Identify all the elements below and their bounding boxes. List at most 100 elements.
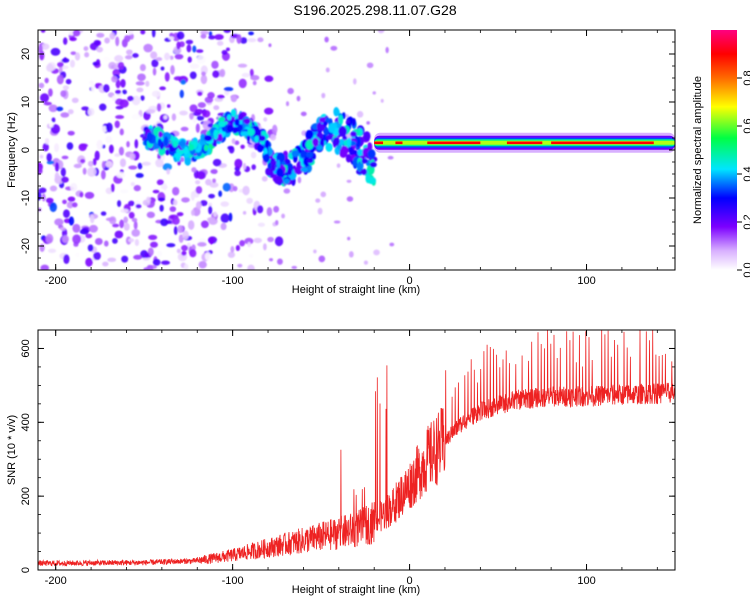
noise-blob [285, 101, 290, 107]
noise-blob [54, 162, 60, 172]
noise-blob [47, 248, 57, 254]
noise-blob [176, 31, 185, 40]
transition-blob [357, 161, 362, 172]
noise-blob [112, 223, 120, 228]
noise-blob [264, 107, 274, 115]
transition-blob [350, 131, 357, 137]
noise-blob [147, 247, 154, 257]
noise-blob [212, 158, 222, 167]
noise-blob [105, 217, 116, 222]
noise-blob [261, 176, 268, 182]
noise-blob [70, 51, 77, 56]
noise-blob [115, 79, 121, 89]
colorbar: 0.0 0.2 0.4 0.6 0.8 Normalized spectral ampl… [692, 30, 750, 278]
noise-blob [198, 260, 207, 269]
noise-blob [179, 110, 188, 116]
noise-blob [94, 150, 100, 161]
transition-blob [300, 167, 309, 173]
noise-blob [150, 51, 158, 59]
noise-blob [124, 35, 131, 43]
noise-blob [195, 186, 203, 194]
noise-blob [242, 211, 247, 215]
spectrogram-y-tick-label: -20 [20, 238, 32, 254]
noise-blob [269, 134, 277, 141]
noise-blob [82, 167, 87, 175]
noise-blob [144, 252, 150, 259]
transition-blob [283, 178, 290, 184]
noise-blob [186, 44, 192, 53]
noise-blob [220, 213, 230, 223]
noise-blob [155, 57, 163, 62]
noise-blob [230, 245, 235, 253]
transition-blob [217, 116, 226, 122]
spectrogram-x-tick-label: -200 [45, 275, 67, 287]
noise-blob [105, 135, 113, 144]
noise-blob [117, 200, 122, 208]
noise-blob [74, 52, 81, 61]
noise-blob [155, 158, 164, 168]
spectrogram-y-tick-label: 20 [20, 48, 32, 60]
transition-blob [268, 147, 273, 156]
spectrogram-y-tick-label: -10 [20, 190, 32, 206]
noise-blob [90, 214, 95, 224]
noise-blob [205, 178, 212, 186]
transition-blob [265, 169, 274, 176]
noise-blob [127, 30, 134, 35]
noise-blob [162, 163, 173, 171]
noise-blob [49, 202, 57, 213]
noise-blob [385, 46, 389, 54]
transition-blob [355, 136, 361, 148]
noise-blob [146, 211, 156, 219]
noise-blob [66, 142, 74, 150]
spectrogram-image [38, 30, 675, 270]
noise-blob [297, 176, 302, 184]
noise-blob [207, 92, 215, 99]
noise-blob [104, 37, 110, 44]
noise-blob [145, 109, 156, 114]
transition-blob [237, 113, 244, 121]
noise-blob [256, 205, 264, 214]
transition-blob [273, 175, 283, 185]
noise-blob [79, 191, 84, 198]
noise-blob [126, 49, 133, 55]
noise-blob [45, 197, 54, 204]
noise-blob [207, 217, 216, 222]
noise-blob [189, 63, 200, 69]
noise-blob [84, 52, 90, 58]
noise-blob [366, 62, 374, 69]
noise-blob [200, 33, 207, 39]
noise-blob [159, 204, 164, 212]
snr-x-tick-label: -100 [222, 575, 244, 587]
noise-blob [177, 225, 184, 234]
snr-y-tick-label: 0 [20, 567, 32, 573]
noise-blob [222, 182, 231, 192]
noise-blob [38, 207, 42, 212]
noise-blob [129, 153, 136, 160]
noise-blob [204, 251, 211, 261]
colorbar-label: Normalized spectral amplitude [692, 76, 704, 224]
noise-blob [120, 208, 129, 214]
noise-blob [237, 63, 248, 68]
noise-blob [161, 260, 170, 265]
transition-blob [168, 145, 176, 152]
noise-blob [89, 224, 98, 233]
noise-blob [166, 168, 171, 175]
transition-blob [226, 114, 232, 121]
noise-blob [80, 158, 86, 164]
colorbar-gradient [711, 30, 737, 270]
noise-blob [93, 251, 101, 261]
transition-blob [339, 148, 348, 158]
noise-blob [39, 93, 50, 103]
noise-blob [140, 30, 146, 35]
noise-blob [228, 212, 233, 222]
noise-blob [122, 89, 127, 95]
colorbar-tick-label: 0.2 [742, 214, 750, 229]
noise-blob [151, 30, 156, 38]
noise-blob [180, 79, 186, 85]
noise-blob [172, 186, 180, 196]
noise-blob [250, 151, 257, 159]
noise-blob [63, 254, 70, 265]
noise-blob [244, 237, 254, 245]
noise-blob [240, 144, 245, 149]
noise-blob [356, 110, 364, 118]
